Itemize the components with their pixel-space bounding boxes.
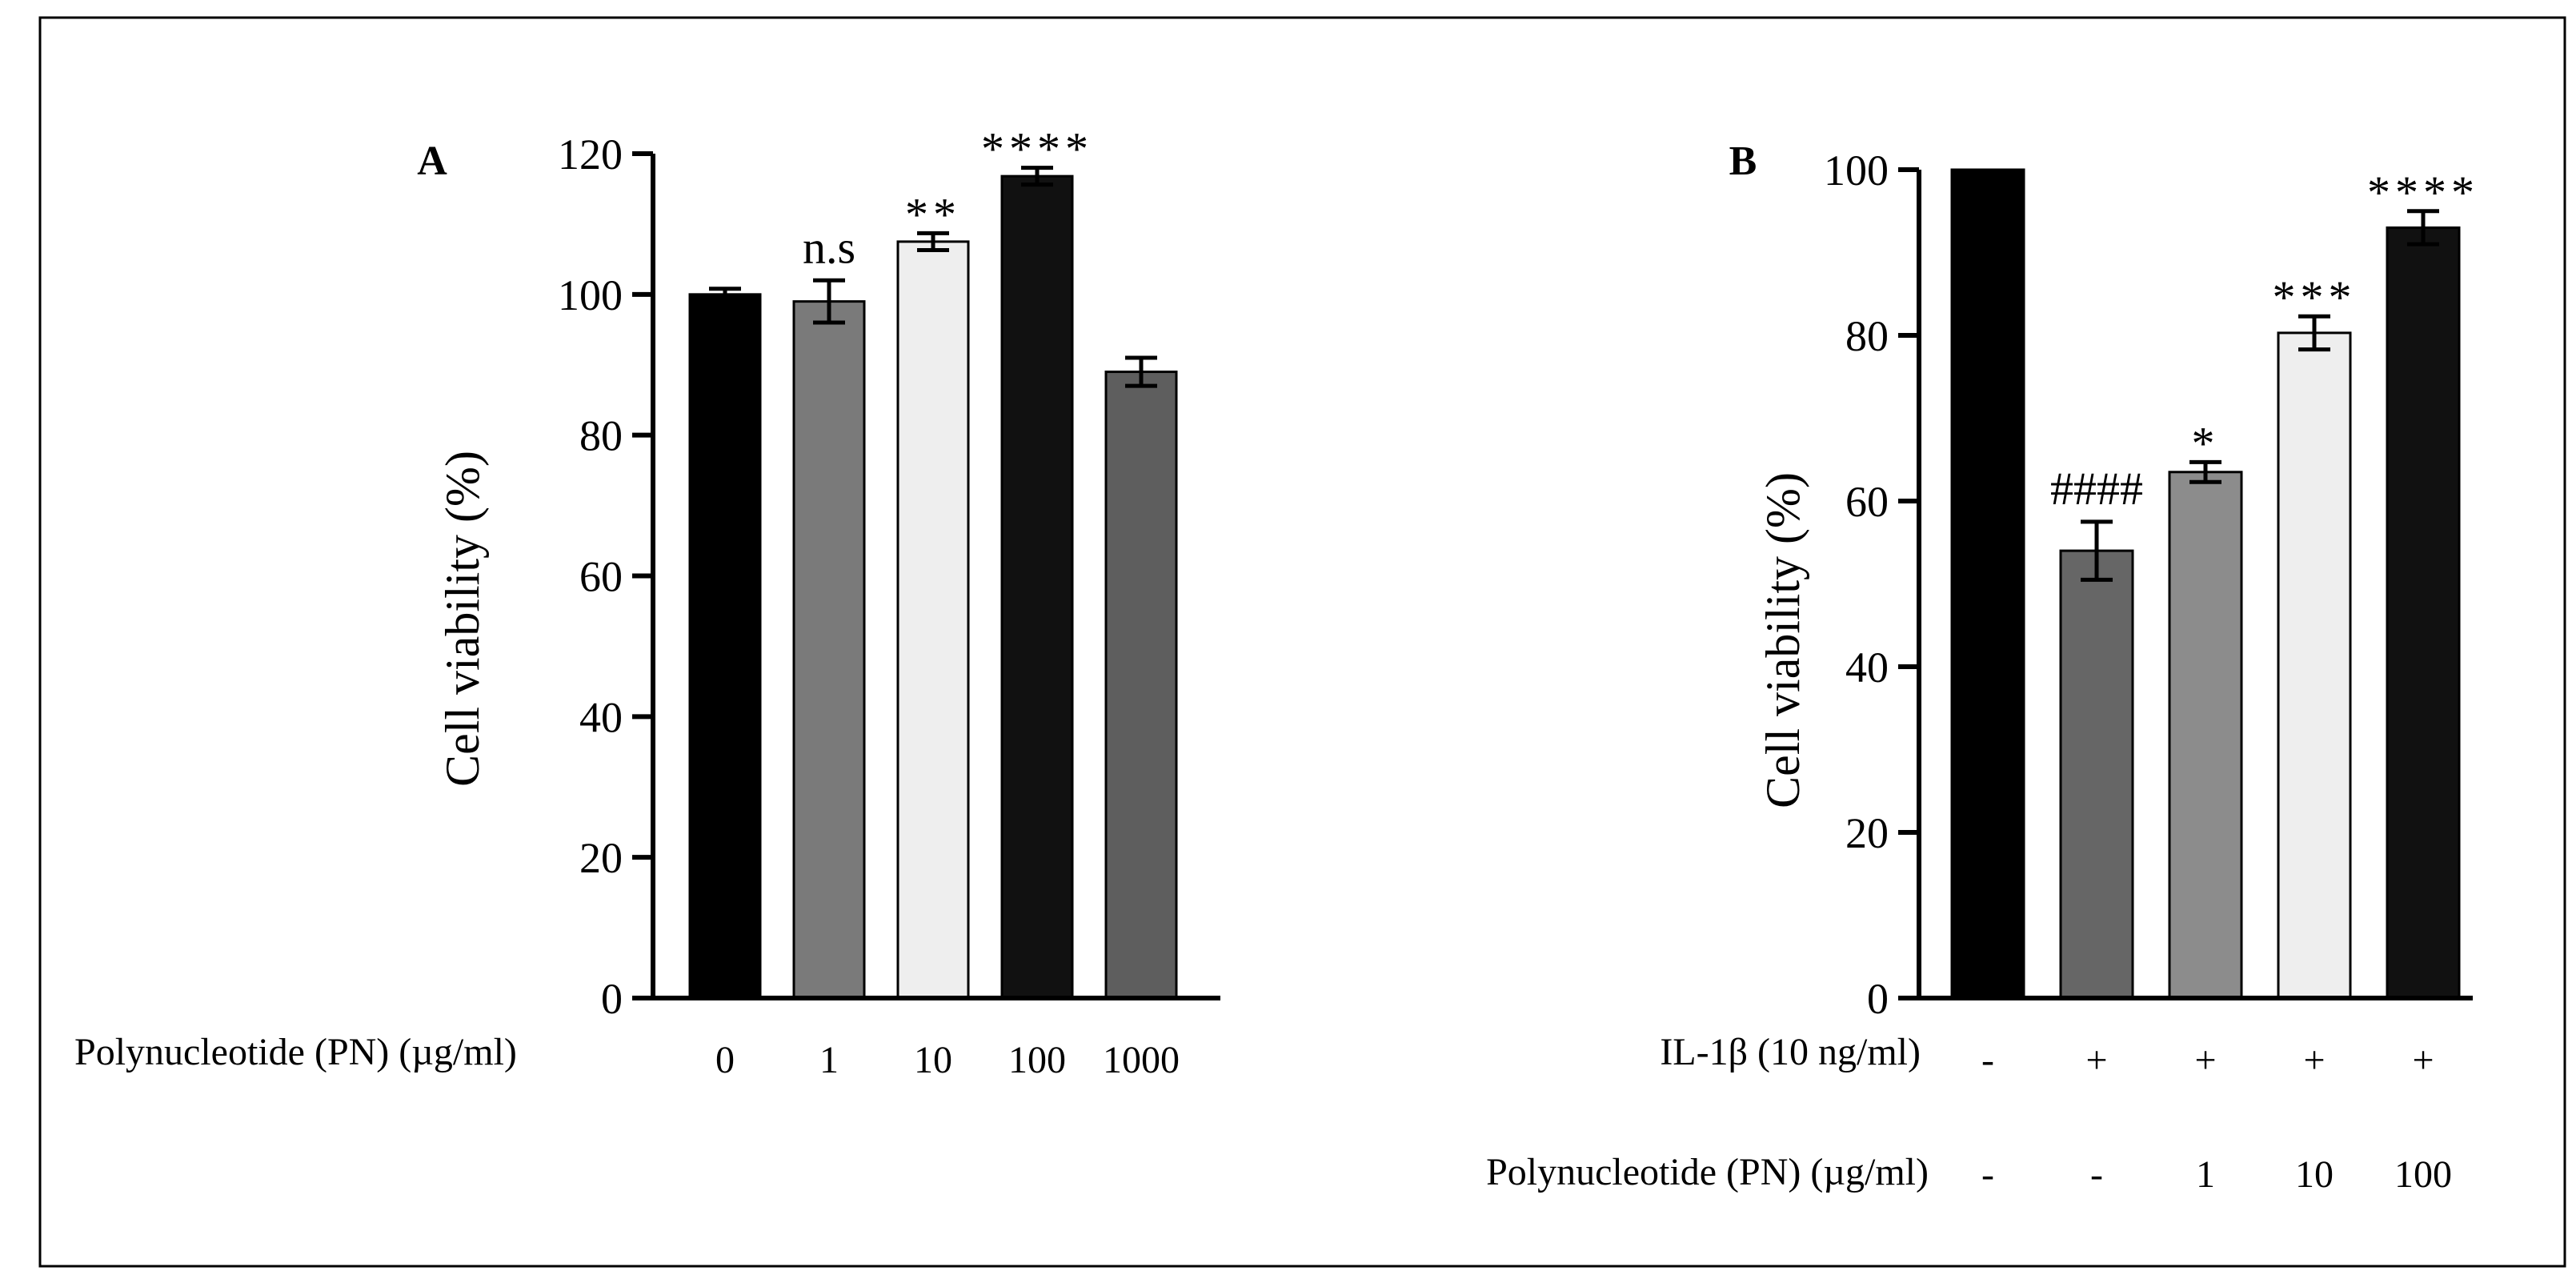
panel-b-significance-label: ****	[2367, 166, 2479, 219]
panel-a-significance-label: ****	[981, 123, 1093, 175]
panel-b-row1-value: +	[2303, 1039, 2325, 1081]
panel-a-x-tick-label: 100	[1008, 1039, 1066, 1081]
panel-b-row2-value: -	[1981, 1153, 1994, 1196]
panel-b-bar	[2386, 226, 2461, 1000]
panel-a-y-tick-label: 100	[558, 271, 623, 319]
panel-a-x-tick-label: 0	[715, 1039, 735, 1081]
panel-b-row2-value: 100	[2394, 1153, 2452, 1196]
panel-b-significance-label: ####	[2050, 463, 2143, 515]
panel-a-error-bar	[709, 287, 741, 303]
panel-b-error-bar	[2298, 314, 2330, 352]
panel-a-x-tick-label: 10	[914, 1039, 952, 1081]
panel-b-row2-label: Polynucleotide (PN) (µg/ml)	[1486, 1151, 1929, 1193]
panel-a-bar	[792, 300, 866, 1000]
panel-a-x-labels: 0 1 10 100 1000	[715, 1039, 1180, 1081]
panel-b-y-tick-label: 40	[1845, 644, 1889, 692]
panel-b-significance-label: *	[2192, 417, 2220, 469]
panel-a-y-tick-label: 80	[579, 412, 623, 460]
panel-a-bar	[688, 293, 762, 1000]
panel-a-bar	[1000, 174, 1074, 1000]
panel-b-row1-label: IL-1β (10 ng/ml)	[1660, 1031, 1921, 1073]
panel-b-row1-value: +	[2412, 1039, 2434, 1081]
panel-b-row2-value: -	[2090, 1153, 2103, 1196]
panel-a-significance-label: n.s	[803, 221, 855, 273]
panel-a-bar	[896, 240, 970, 1000]
panel-a-y-axis-label: Cell viability (%)	[436, 451, 489, 787]
panel-a-x-tick-label: 1	[819, 1039, 839, 1081]
panel-b-error-bar	[2081, 519, 2113, 582]
panel-b-bar	[1950, 168, 2025, 1000]
panel-a-row-label: Polynucleotide (PN) (µg/ml)	[74, 1031, 517, 1073]
panel-b-label: B	[1729, 138, 1757, 184]
panel-b-y-tick-label: 0	[1867, 975, 1889, 1023]
panel-b-y-tick-label: 60	[1845, 478, 1889, 526]
panel-b-y-ticks: 0 20 40 60 80 100	[1824, 146, 1919, 1023]
panel-a-label: A	[417, 138, 447, 184]
panel-a-y-tick-label: 20	[579, 834, 623, 882]
panel-b-row2-value: 1	[2196, 1153, 2215, 1196]
panel-b-row1-value: +	[2085, 1039, 2107, 1081]
panel-a-y-tick-label: 60	[579, 553, 623, 601]
panel-a-bar	[1104, 371, 1178, 1000]
panel-b-error-bar	[2189, 459, 2221, 484]
panel-a-error-bar	[1125, 355, 1157, 388]
panel-b-row2-values: - - 1 10 100	[1981, 1153, 2452, 1196]
panel-b-row1-values: - + + + +	[1981, 1039, 2434, 1081]
panel-b-significance-label: ***	[2273, 271, 2357, 323]
panel-a-error-bar	[1021, 166, 1053, 187]
panel-b-row2-value: 10	[2295, 1153, 2334, 1196]
panel-b-y-axis-label: Cell viability (%)	[1757, 472, 1809, 808]
panel-a-error-bar	[813, 278, 845, 325]
panel-b-y-tick-label: 20	[1845, 809, 1889, 857]
panel-b-bar	[2277, 331, 2352, 1000]
panel-a-y-tick-label: 40	[579, 693, 623, 741]
panel-b-y-tick-label: 80	[1845, 312, 1889, 360]
panel-b-error-bar	[2407, 209, 2439, 247]
panel-b-row1-value: -	[1981, 1039, 1994, 1081]
panel-b-bar	[2168, 471, 2243, 1000]
panel-a-x-tick-label: 1000	[1103, 1039, 1180, 1081]
panel-a-significance-label: **	[905, 188, 961, 240]
panel-b-row1-value: +	[2194, 1039, 2216, 1081]
panel-a-y-tick-label: 0	[601, 975, 623, 1023]
panel-a-y-ticks: 0 20 40 60 80 100 120	[558, 130, 653, 1023]
panel-a-bars: n.s******	[688, 123, 1178, 1000]
figure-frame	[38, 16, 2566, 1268]
panel-b-y-tick-label: 100	[1824, 146, 1889, 194]
panel-b-bars: ####********	[1950, 166, 2479, 1000]
panel-b-bar	[2059, 549, 2134, 1000]
panel-a-y-tick-label: 120	[558, 130, 623, 178]
panel-a-error-bar	[917, 231, 949, 252]
